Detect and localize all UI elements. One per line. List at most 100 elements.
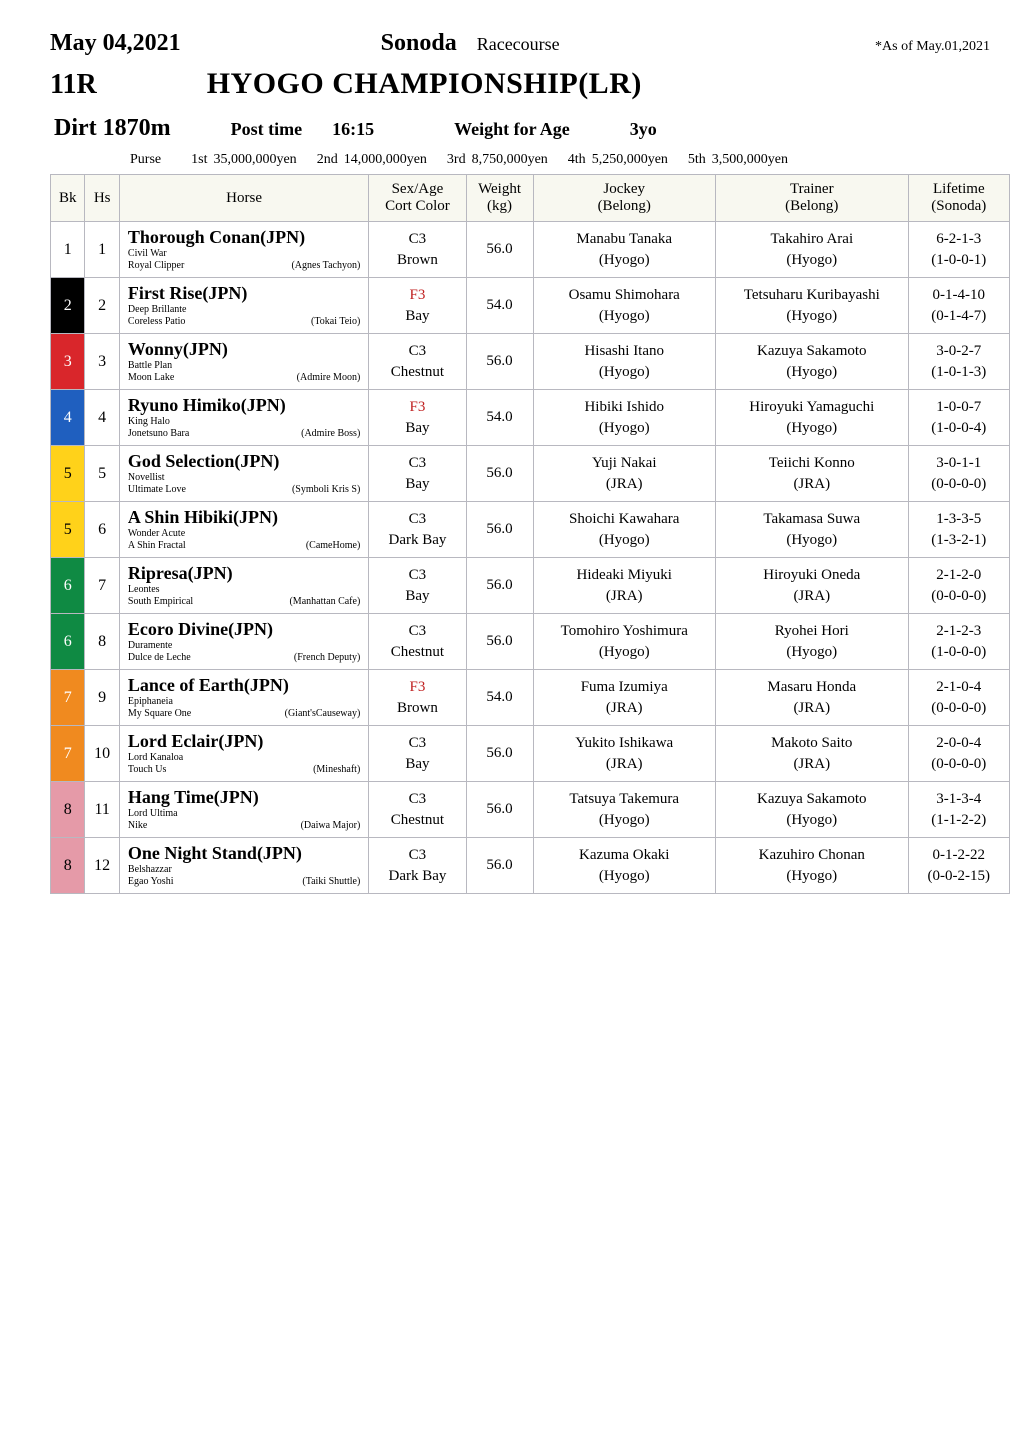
col-bk: Bk [51, 175, 85, 222]
horse-cell: Ecoro Divine(JPN)DuramenteDulce de Leche… [119, 614, 368, 670]
wfa-label: Weight for Age [454, 119, 570, 140]
trainer-cell: Kazuya Sakamoto(Hyogo) [715, 782, 908, 838]
bk-cell: 5 [51, 502, 85, 558]
bk-cell: 5 [51, 446, 85, 502]
table-row: 710Lord Eclair(JPN)Lord KanaloaTouch Us(… [51, 726, 1010, 782]
sexage-cell: C3Chestnut [369, 334, 466, 390]
trainer-cell: Takamasa Suwa(Hyogo) [715, 502, 908, 558]
horse-dam-bms: Nike(Daiwa Major) [128, 820, 360, 833]
sexage-cell: C3Dark Bay [369, 838, 466, 894]
horse-name: First Rise(JPN) [128, 284, 360, 304]
hs-cell: 1 [85, 222, 119, 278]
bk-cell: 6 [51, 558, 85, 614]
hs-cell: 5 [85, 446, 119, 502]
sexage-cell: C3Bay [369, 726, 466, 782]
entries-table: Bk Hs Horse Sex/Age Cort Color Weight (k… [50, 174, 1010, 894]
lifetime-cell: 1-0-0-7(1-0-0-4) [908, 390, 1009, 446]
weight-cell: 56.0 [466, 222, 533, 278]
hs-cell: 11 [85, 782, 119, 838]
bk-cell: 8 [51, 838, 85, 894]
weight-cell: 56.0 [466, 782, 533, 838]
bk-cell: 4 [51, 390, 85, 446]
trainer-cell: Masaru Honda(JRA) [715, 670, 908, 726]
horse-name: A Shin Hibiki(JPN) [128, 508, 360, 528]
horse-dam-bms: Egao Yoshi(Taiki Shuttle) [128, 876, 360, 889]
horse-dam-bms: A Shin Fractal(CameHome) [128, 540, 360, 553]
sexage-cell: F3Bay [369, 390, 466, 446]
horse-cell: Ryuno Himiko(JPN)King HaloJonetsuno Bara… [119, 390, 368, 446]
race-date: May 04,2021 [50, 30, 181, 57]
venue-name: Sonoda [381, 30, 457, 57]
weight-cell: 56.0 [466, 446, 533, 502]
col-horse: Horse [119, 175, 368, 222]
table-row: 67Ripresa(JPN)LeontesSouth Empirical(Man… [51, 558, 1010, 614]
bk-cell: 7 [51, 670, 85, 726]
horse-dam-bms: Dulce de Leche(French Deputy) [128, 652, 360, 665]
hs-cell: 6 [85, 502, 119, 558]
hs-cell: 12 [85, 838, 119, 894]
horse-cell: First Rise(JPN)Deep BrillanteCoreless Pa… [119, 278, 368, 334]
lifetime-cell: 0-1-4-10(0-1-4-7) [908, 278, 1009, 334]
jockey-cell: Kazuma Okaki(Hyogo) [533, 838, 715, 894]
horse-cell: Lord Eclair(JPN)Lord KanaloaTouch Us(Min… [119, 726, 368, 782]
horse-sire: Duramente [128, 640, 360, 653]
purse-4: 4th5,250,000yen [568, 152, 668, 168]
horse-dam-bms: Jonetsuno Bara(Admire Boss) [128, 428, 360, 441]
horse-cell: Ripresa(JPN)LeontesSouth Empirical(Manha… [119, 558, 368, 614]
table-row: 11Thorough Conan(JPN)Civil WarRoyal Clip… [51, 222, 1010, 278]
jockey-cell: Hibiki Ishido(Hyogo) [533, 390, 715, 446]
hs-cell: 2 [85, 278, 119, 334]
purse-1: 1st35,000,000yen [191, 152, 297, 168]
header-row-2: 11R HYOGO CHAMPIONSHIP(LR) [50, 67, 990, 101]
horse-sire: Civil War [128, 248, 360, 261]
col-lifetime: Lifetime (Sonoda) [908, 175, 1009, 222]
col-weight: Weight (kg) [466, 175, 533, 222]
horse-sire: Battle Plan [128, 360, 360, 373]
horse-name: God Selection(JPN) [128, 452, 360, 472]
horse-name: Ecoro Divine(JPN) [128, 620, 360, 640]
horse-sire: Lord Ultima [128, 808, 360, 821]
table-header-row: Bk Hs Horse Sex/Age Cort Color Weight (k… [51, 175, 1010, 222]
hs-cell: 9 [85, 670, 119, 726]
lifetime-cell: 2-1-0-4(0-0-0-0) [908, 670, 1009, 726]
sexage-cell: C3Bay [369, 558, 466, 614]
trainer-cell: Tetsuharu Kuribayashi(Hyogo) [715, 278, 908, 334]
jockey-cell: Hisashi Itano(Hyogo) [533, 334, 715, 390]
race-number: 11R [50, 69, 97, 101]
trainer-cell: Hiroyuki Yamaguchi(Hyogo) [715, 390, 908, 446]
weight-cell: 54.0 [466, 390, 533, 446]
sexage-cell: C3Dark Bay [369, 502, 466, 558]
post-time-value: 16:15 [332, 119, 374, 140]
jockey-cell: Yuji Nakai(JRA) [533, 446, 715, 502]
weight-cell: 56.0 [466, 558, 533, 614]
weight-cell: 54.0 [466, 670, 533, 726]
lifetime-cell: 1-3-3-5(1-3-2-1) [908, 502, 1009, 558]
purse-label: Purse [130, 152, 161, 168]
horse-cell: Hang Time(JPN)Lord UltimaNike(Daiwa Majo… [119, 782, 368, 838]
table-row: 22First Rise(JPN)Deep BrillanteCoreless … [51, 278, 1010, 334]
weight-cell: 54.0 [466, 278, 533, 334]
jockey-cell: Yukito Ishikawa(JRA) [533, 726, 715, 782]
horse-sire: Lord Kanaloa [128, 752, 360, 765]
surface-distance: Dirt 1870m [54, 115, 171, 142]
lifetime-cell: 2-0-0-4(0-0-0-0) [908, 726, 1009, 782]
hs-cell: 8 [85, 614, 119, 670]
bk-cell: 7 [51, 726, 85, 782]
trainer-cell: Teiichi Konno(JRA) [715, 446, 908, 502]
horse-dam-bms: Coreless Patio(Tokai Teio) [128, 316, 360, 329]
horse-cell: Thorough Conan(JPN)Civil WarRoyal Clippe… [119, 222, 368, 278]
trainer-cell: Takahiro Arai(Hyogo) [715, 222, 908, 278]
trainer-cell: Makoto Saito(JRA) [715, 726, 908, 782]
lifetime-cell: 2-1-2-3(1-0-0-0) [908, 614, 1009, 670]
table-row: 55God Selection(JPN)NovellistUltimate Lo… [51, 446, 1010, 502]
lifetime-cell: 3-0-1-1(0-0-0-0) [908, 446, 1009, 502]
horse-dam-bms: Royal Clipper(Agnes Tachyon) [128, 260, 360, 273]
hs-cell: 3 [85, 334, 119, 390]
jockey-cell: Manabu Tanaka(Hyogo) [533, 222, 715, 278]
jockey-cell: Tomohiro Yoshimura(Hyogo) [533, 614, 715, 670]
horse-cell: Wonny(JPN)Battle PlanMoon Lake(Admire Mo… [119, 334, 368, 390]
jockey-cell: Fuma Izumiya(JRA) [533, 670, 715, 726]
horse-dam-bms: Ultimate Love(Symboli Kris S) [128, 484, 360, 497]
horse-sire: Belshazzar [128, 864, 360, 877]
purse-5: 5th3,500,000yen [688, 152, 788, 168]
